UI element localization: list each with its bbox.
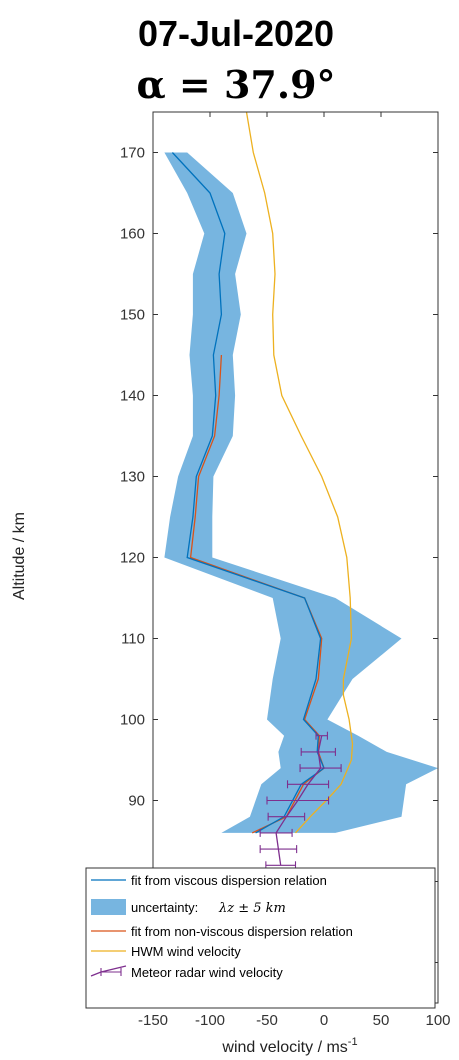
y-tick-label: 110 — [121, 631, 145, 648]
viscous-fit-line — [171, 152, 325, 834]
chart-title-date: 07-Jul-2020 — [138, 13, 334, 54]
x-axis-label: wind velocity / ms-1 — [221, 1036, 357, 1056]
y-tick-label: 140 — [120, 388, 145, 405]
y-tick-label: 90 — [128, 793, 145, 810]
y-tick-label: 120 — [120, 550, 145, 567]
y-tick-label: 150 — [120, 307, 145, 324]
y-tick-label: 130 — [120, 469, 145, 486]
series-group — [164, 112, 438, 870]
legend-uncertainty-math: λz ± 5 km — [218, 901, 286, 916]
chart-title-alpha: α = 37.9° — [136, 62, 335, 107]
plot-area: -150-100-5005010070809010011012013014015… — [120, 111, 451, 1029]
legend-uncertainty-swatch — [91, 899, 126, 915]
hwm-wind-line — [245, 112, 354, 834]
legend-meteor-label: Meteor radar wind velocity — [131, 965, 283, 980]
x-tick-label: 100 — [425, 1012, 450, 1029]
y-tick-label: 100 — [120, 712, 145, 729]
legend-viscous-label: fit from viscous dispersion relation — [131, 873, 327, 888]
uncertainty-band — [164, 152, 438, 833]
legend-uncertainty-label: uncertainty: — [131, 900, 198, 915]
x-tick-label: -100 — [195, 1012, 225, 1029]
y-tick-label: 170 — [120, 145, 145, 162]
x-tick-label: 50 — [373, 1012, 390, 1029]
x-tick-label: -50 — [256, 1012, 278, 1029]
y-axis-label: Altitude / km — [11, 512, 28, 600]
y-tick-label: 160 — [120, 226, 145, 243]
legend-hwm-label: HWM wind velocity — [131, 944, 241, 959]
legend-nonviscous-label: fit from non-viscous dispersion relation — [131, 924, 353, 939]
legend-box — [85, 867, 436, 1009]
x-tick-label: -150 — [138, 1012, 168, 1029]
legend: fit from viscous dispersion relation unce… — [85, 867, 436, 1009]
x-tick-label: 0 — [320, 1012, 328, 1029]
